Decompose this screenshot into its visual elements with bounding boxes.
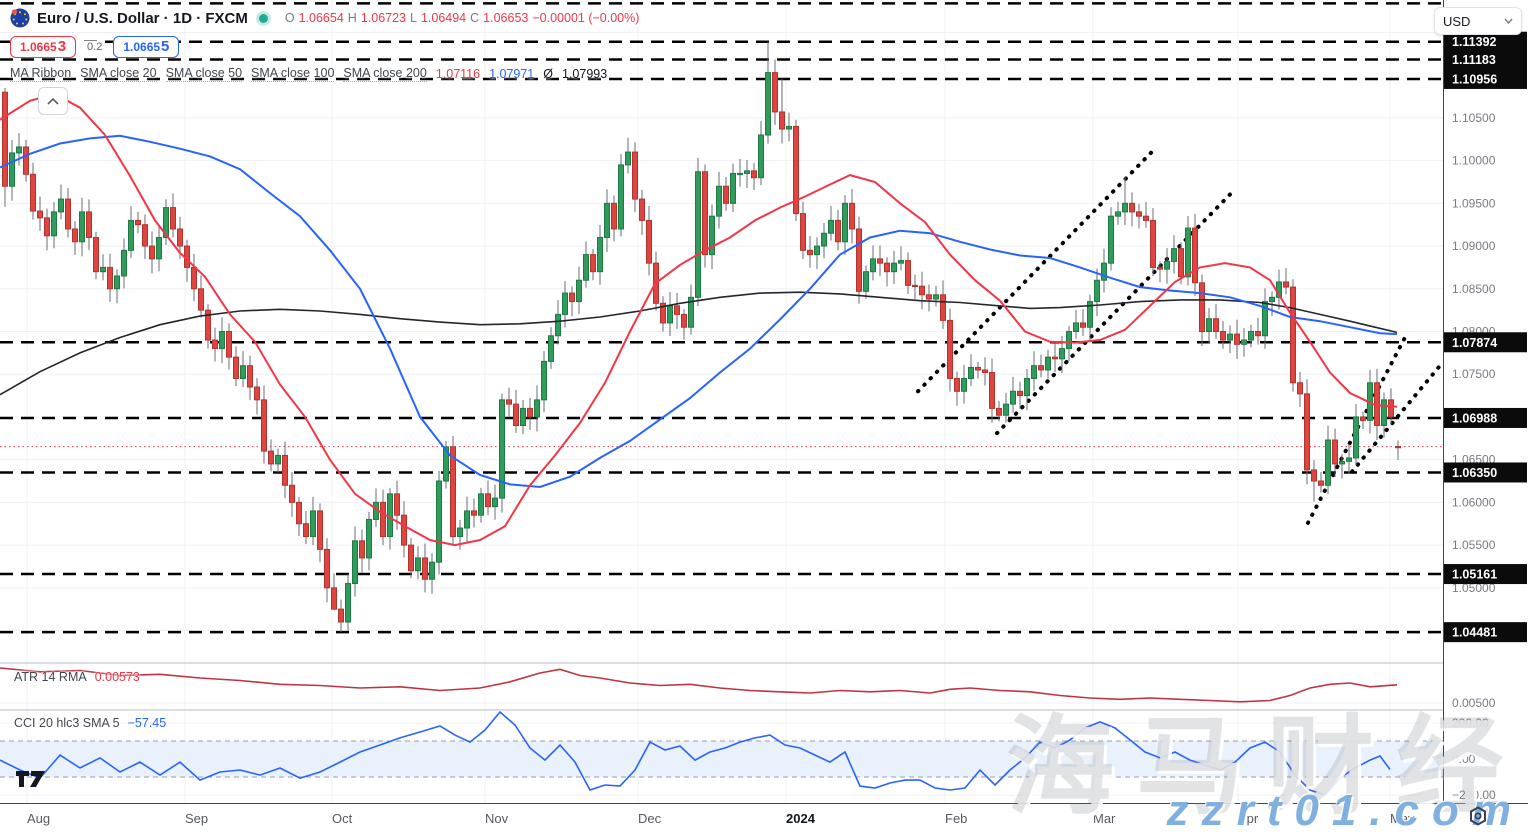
ma-param-1: SMA close 20 — [80, 66, 157, 82]
svg-text:1.05500: 1.05500 — [1452, 538, 1496, 552]
svg-text:−200.00: −200.00 — [1452, 788, 1496, 802]
time-axis-label-Apr: Apr — [1238, 811, 1259, 826]
open-value: 1.06654 — [298, 11, 344, 25]
svg-text:1.11392: 1.11392 — [1452, 35, 1497, 49]
low-value: 1.06494 — [420, 11, 467, 25]
ma-param-4: SMA close 200 — [343, 66, 427, 82]
svg-text:1.07874: 1.07874 — [1452, 336, 1497, 350]
bid-last-digit: 3 — [57, 38, 67, 55]
svg-text:1.07500: 1.07500 — [1452, 367, 1496, 381]
level-price-labels: 1.11392 1.11183 1.10956 1.07874 1.06988 1.063… — [1444, 31, 1527, 643]
svg-text:1.06000: 1.06000 — [1452, 495, 1496, 509]
ma-param-2: SMA close 50 — [165, 66, 243, 82]
svg-text:1.10956: 1.10956 — [1452, 72, 1497, 86]
close-label: C — [470, 11, 480, 25]
time-axis-label-Oct: Oct — [332, 811, 353, 826]
cci-value: −57.45 — [127, 716, 167, 730]
cci-line — [0, 710, 1391, 797]
time-axis-label-Sep: Sep — [185, 811, 208, 826]
indicator-name: MA Ribbon — [10, 66, 72, 82]
cci-name: CCI 20 hlc3 SMA 5 — [14, 716, 120, 730]
ohlc-readout: O 1.06654 H 1.06723 L 1.06494 C 1.06653 −0.0… — [285, 11, 640, 25]
svg-text:0.00: 0.00 — [1452, 752, 1476, 766]
pane-separators[interactable] — [0, 662, 1528, 711]
currency-unit-button[interactable]: USD — [1434, 7, 1522, 35]
open-label: O — [284, 11, 295, 25]
market-status-dot[interactable] — [258, 13, 268, 23]
ma-ribbon-legend[interactable]: MA Ribbon SMA close 20 SMA close 50 SMA … — [10, 66, 607, 82]
time-axis-label-Nov: Nov — [485, 811, 509, 826]
svg-text:1.04481: 1.04481 — [1452, 626, 1497, 640]
ma-param-3: SMA close 100 — [251, 66, 335, 82]
time-axis-label-Feb: Feb — [945, 811, 967, 826]
sma20-line — [0, 92, 1398, 547]
time-axis[interactable]: Aug Sep Oct Nov Dec 2024 Feb Mar Apr May — [0, 803, 1528, 833]
sma20-value: 1.07116 — [435, 67, 481, 81]
currency-unit-label: USD — [1443, 13, 1471, 29]
bid-ask-widget: 1.0665 3 0.2 1.0665 5 — [10, 36, 180, 58]
atr-line — [0, 667, 1398, 703]
time-axis-label-Mar: Mar — [1093, 811, 1116, 826]
time-axis-label-Aug: Aug — [27, 811, 50, 826]
chevron-down-icon — [1504, 18, 1513, 24]
time-axis-label-Dec: Dec — [638, 811, 662, 826]
svg-text:1.11183: 1.11183 — [1452, 53, 1496, 67]
time-axis-label-May: May — [1390, 811, 1415, 826]
tradingview-logo[interactable] — [16, 770, 46, 788]
svg-text:200.00: 200.00 — [1452, 716, 1489, 730]
cci-legend[interactable]: CCI 20 hlc3 SMA 5 −57.45 — [14, 716, 166, 730]
svg-text:1.08500: 1.08500 — [1452, 282, 1496, 296]
svg-text:1.05161: 1.05161 — [1452, 568, 1497, 582]
symbol-title[interactable]: Euro / U.S. Dollar · 1D · FXCM — [37, 9, 248, 27]
time-axis-label-2024: 2024 — [786, 811, 816, 826]
svg-text:1.05000: 1.05000 — [1452, 581, 1496, 595]
cci-overbought-oversold-band — [0, 740, 1443, 778]
ask-price: 1.0665 — [123, 40, 161, 54]
ma-average-value: 1.07993 — [562, 67, 608, 81]
pane-collapse-button[interactable] — [38, 87, 68, 115]
gridlines — [0, 0, 1443, 803]
high-label: H — [347, 11, 357, 25]
symbol-legend-row: Euro / U.S. Dollar · 1D · FXCM O 1.06654 … — [10, 8, 639, 28]
svg-text:1.09000: 1.09000 — [1452, 239, 1496, 253]
buy-button[interactable]: 1.0665 5 — [113, 36, 180, 58]
svg-text:1.10500: 1.10500 — [1452, 111, 1496, 125]
timescale-gear-icon[interactable] — [1468, 806, 1488, 826]
support-resistance-levels[interactable] — [0, 2, 1443, 634]
chevron-up-icon — [47, 97, 59, 105]
sma50-line — [0, 134, 1398, 489]
change-value: −0.00001 (−0.00%) — [532, 11, 640, 25]
low-label: L — [410, 11, 417, 25]
high-value: 1.06723 — [360, 11, 406, 25]
sma200-line — [0, 291, 1398, 396]
sell-button[interactable]: 1.0665 3 — [10, 36, 77, 58]
svg-text:1.06350: 1.06350 — [1452, 466, 1497, 480]
svg-text:1.09500: 1.09500 — [1452, 196, 1496, 210]
atr-name: ATR 14 RMA — [14, 670, 87, 684]
dotted-trendlines[interactable] — [916, 146, 1442, 525]
svg-text:1.06988: 1.06988 — [1452, 411, 1497, 425]
atr-legend[interactable]: ATR 14 RMA 0.00573 — [14, 670, 140, 684]
candles — [2, 41, 1401, 633]
bid-price: 1.0665 — [20, 40, 57, 54]
svg-text:0.00500: 0.00500 — [1452, 696, 1496, 710]
spread-value: 0.2 — [84, 41, 106, 53]
ma-average-label: Ø — [543, 67, 553, 81]
ask-last-digit: 5 — [161, 38, 170, 55]
atr-value: 0.00573 — [94, 670, 140, 684]
sma50-value: 1.07971 — [489, 67, 535, 81]
close-value: 1.06653 — [483, 11, 529, 25]
svg-text:1.10000: 1.10000 — [1452, 154, 1496, 168]
eur-usd-flag-icon — [10, 8, 30, 28]
